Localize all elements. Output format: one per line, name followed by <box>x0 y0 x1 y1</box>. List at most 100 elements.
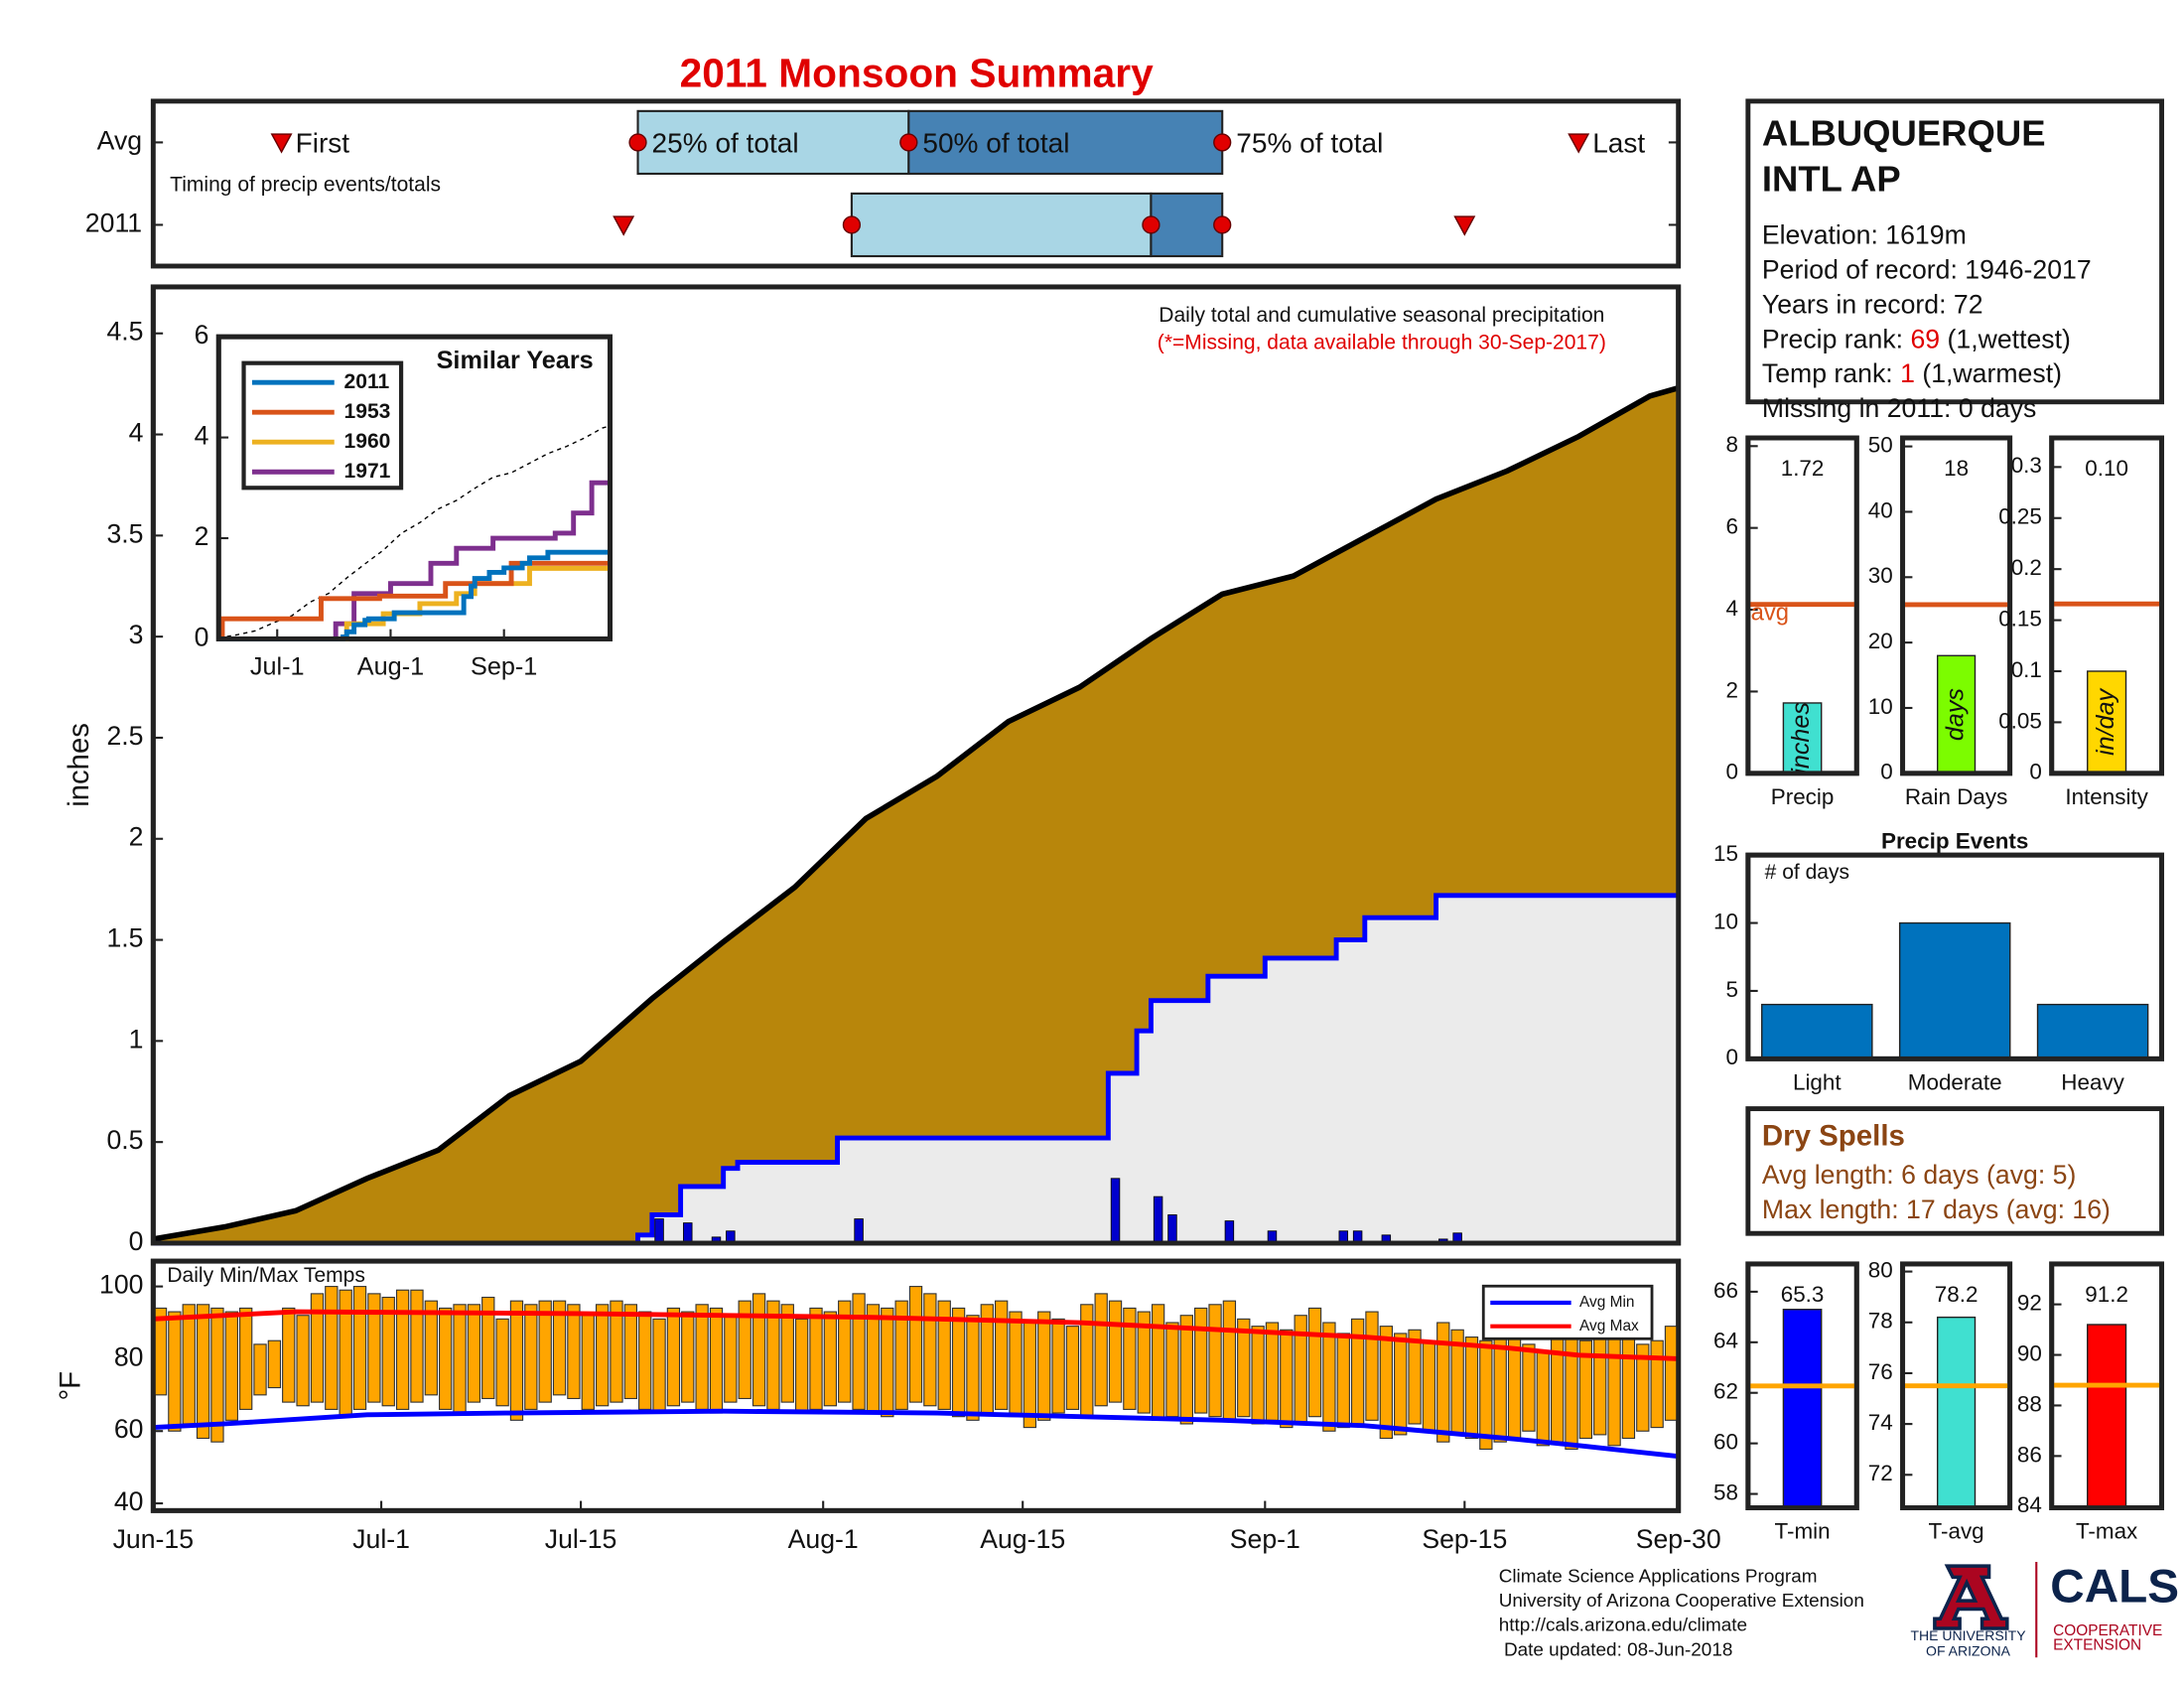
similar-year-line <box>218 560 613 641</box>
temp-range-bar <box>310 1293 325 1403</box>
y-tick-label: 0.05 <box>1998 708 2042 733</box>
category-label: Intensity <box>2065 784 2148 809</box>
y-tick-label: 66 <box>1713 1278 1738 1303</box>
average-temp-line <box>153 1408 1679 1460</box>
temp-range-bar <box>552 1300 567 1396</box>
temp-range-bar <box>908 1286 923 1403</box>
bar <box>1761 1003 1873 1060</box>
timing-note: Timing of precip events/totals <box>170 174 441 197</box>
y-tick-label: 84 <box>2017 1492 2042 1517</box>
temp-range-bar <box>724 1315 738 1403</box>
y-tick-label: 2 <box>129 822 144 852</box>
temp-range-bar <box>852 1293 866 1410</box>
chart-title: Daily Min/Max Temps <box>167 1264 365 1287</box>
daily-precip-bar <box>1110 1178 1121 1244</box>
temp-range-bar <box>823 1311 838 1407</box>
temp-range-bar <box>681 1311 695 1403</box>
temp-range-bar <box>1151 1304 1165 1421</box>
temp-range-bar <box>467 1304 481 1403</box>
daily-precip-bar <box>854 1218 864 1244</box>
y-tick-label: 6 <box>1726 514 1738 539</box>
inset-title: Similar Years <box>437 347 594 374</box>
quartile-dot <box>628 133 647 152</box>
bar <box>2036 1003 2149 1060</box>
temp-range-bar <box>1194 1307 1208 1414</box>
average-label: avg <box>1751 600 1789 627</box>
daily-precip-bar <box>1153 1196 1163 1244</box>
temp-range-bar <box>296 1315 310 1407</box>
temp-range-bar <box>1023 1322 1037 1429</box>
y-tick-label: 30 <box>1868 563 1893 588</box>
page-title: 2011 Monsoon Summary <box>680 51 1155 96</box>
temp-range-bar <box>1265 1322 1280 1421</box>
bar <box>1936 654 1977 774</box>
temp-range-bar <box>894 1300 908 1410</box>
cumulative-line <box>152 385 1680 1242</box>
temp-range-bar <box>809 1307 823 1410</box>
bar <box>1936 1316 1977 1509</box>
temp-range-bar <box>524 1304 538 1410</box>
footer-line: University of Arizona Cooperative Extens… <box>1499 1591 1864 1612</box>
station-info: Years in record: 72 <box>1762 290 1983 320</box>
daily-precip-bar <box>1224 1220 1235 1244</box>
value-label: 78.2 <box>1935 1282 1979 1307</box>
y-tick-label: 1.5 <box>106 923 143 953</box>
temp-range-bar <box>481 1296 495 1400</box>
x-tick-label: Sep-15 <box>1422 1524 1507 1554</box>
y-tick-label: 88 <box>2017 1391 2042 1416</box>
temp-range-bar <box>780 1304 794 1403</box>
temp-range-bar <box>652 1318 666 1414</box>
bar <box>1782 1309 1823 1509</box>
temp-range-bar <box>581 1315 595 1410</box>
dry-spells-line: Max length: 17 days (avg: 16) <box>1762 1195 2111 1224</box>
plot-frame <box>2049 435 2165 776</box>
plot-frame <box>150 284 1682 1246</box>
temp-range-bar <box>751 1293 766 1407</box>
station-info-part: Precip rank: <box>1762 324 1911 353</box>
temp-range-bar <box>182 1304 196 1425</box>
cumulative-line <box>153 893 1679 1246</box>
temp-range-bar <box>623 1304 638 1400</box>
temp-range-bar <box>1322 1322 1336 1432</box>
y-tick-label: 3 <box>129 620 144 649</box>
y-tick-label: 3.5 <box>106 518 143 548</box>
plot-frame <box>1900 435 2013 776</box>
temp-range-bar <box>1137 1311 1151 1414</box>
y-tick-label: 0.2 <box>2011 555 2042 580</box>
temp-range-bar <box>595 1304 610 1407</box>
y-tick-label: 20 <box>1868 629 1893 653</box>
x-tick-label: Aug-1 <box>357 652 424 680</box>
temp-range-bar <box>325 1286 339 1410</box>
legend-label: 2011 <box>344 370 390 393</box>
daily-precip-bar <box>654 1218 664 1244</box>
temp-range-bar <box>1009 1311 1023 1418</box>
annotation: Daily total and cumulative seasonal prec… <box>1159 304 1604 327</box>
temp-range-bar <box>1179 1315 1193 1425</box>
y-tick-label: 0.5 <box>106 1125 143 1155</box>
temp-range-bar <box>1664 1326 1679 1421</box>
plot-frame <box>215 334 613 641</box>
temp-range-bar <box>367 1293 381 1403</box>
y-tick-label: 58 <box>1713 1480 1738 1505</box>
temp-range-bar <box>838 1300 852 1403</box>
row-label: Avg <box>97 125 142 155</box>
category-label: Moderate <box>1908 1069 2002 1094</box>
temp-range-bar <box>1578 1339 1593 1440</box>
y-tick-label: 92 <box>2017 1291 2042 1316</box>
temp-range-bar <box>267 1339 282 1389</box>
y-tick-label: 40 <box>1868 497 1893 522</box>
temp-range-bar <box>937 1300 951 1410</box>
timing-label: 75% of total <box>1236 128 1383 159</box>
temp-range-bar <box>1636 1343 1650 1432</box>
temp-range-bar <box>666 1307 681 1407</box>
y-tick-label: 5 <box>1726 977 1738 1002</box>
quartile-box-lower <box>850 192 1153 258</box>
value-label: 91.2 <box>2085 1282 2128 1307</box>
temp-range-bar <box>1065 1326 1080 1410</box>
row-label: 2011 <box>85 209 142 238</box>
y-axis-label: inches <box>63 723 95 807</box>
y-tick-label: 0 <box>1726 1045 1738 1069</box>
event-triangle <box>1568 133 1590 154</box>
temp-range-bar <box>1365 1311 1379 1421</box>
temp-range-bar <box>224 1311 238 1421</box>
